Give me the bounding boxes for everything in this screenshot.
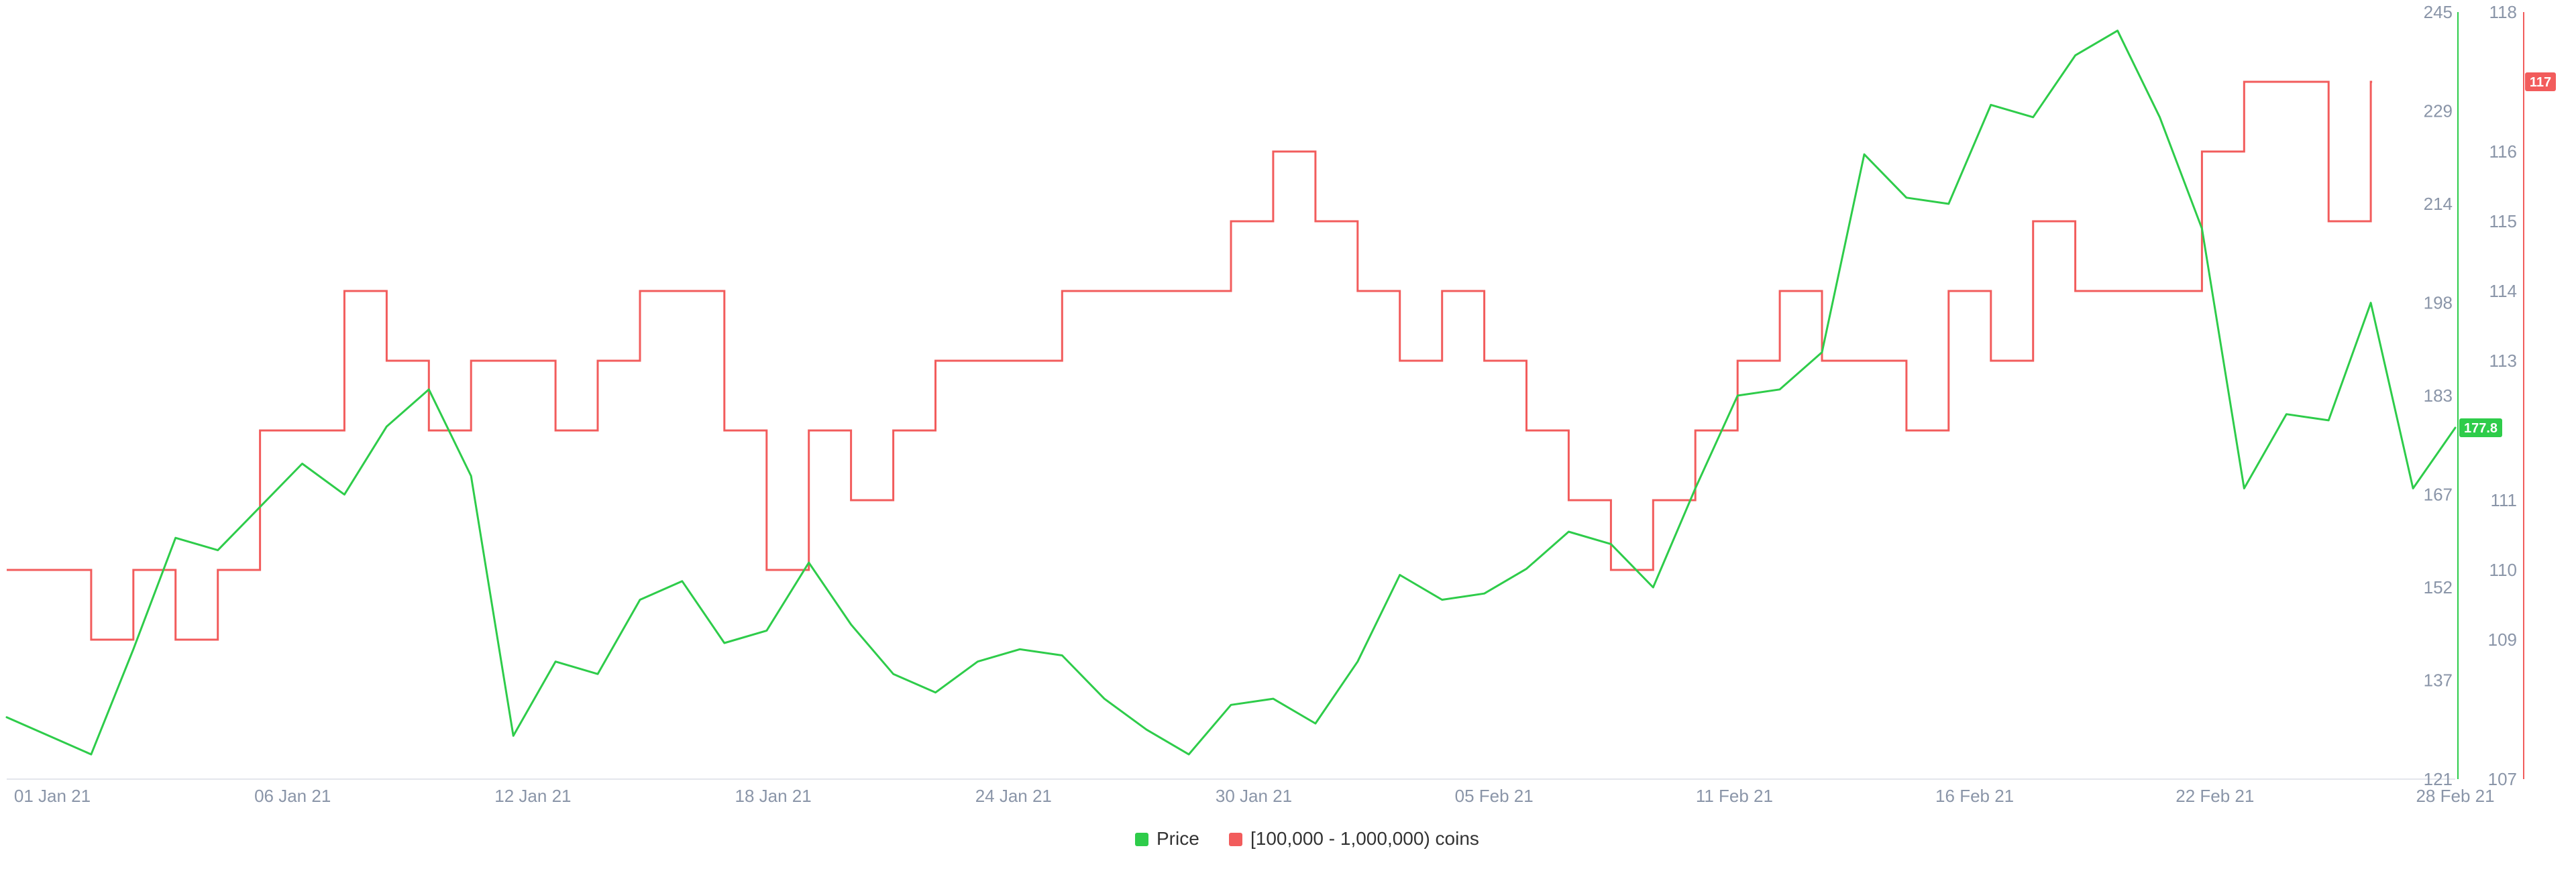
price-last-value-text: 177.8 xyxy=(2464,421,2498,436)
holders-axis-tick-label: 113 xyxy=(2489,351,2517,371)
holders-axis-tick-label: 107 xyxy=(2488,769,2517,789)
x-tick-label: 16 Feb 21 xyxy=(1935,786,2014,806)
price-axis-tick-label: 245 xyxy=(2424,2,2453,22)
x-tick-label: 30 Jan 21 xyxy=(1216,786,1292,806)
holders-axis-tick-label: 111 xyxy=(2490,490,2517,510)
legend[interactable]: Price [100,000 - 1,000,000) coins xyxy=(1135,828,1479,849)
x-tick-label: 18 Jan 21 xyxy=(735,786,811,806)
series-layer xyxy=(5,30,2457,756)
price-axis-tick-label: 183 xyxy=(2424,386,2453,406)
price-axis-tick-label: 229 xyxy=(2424,101,2453,121)
last-value-badges: 177.8 117 xyxy=(2459,72,2556,437)
legend-item-holders[interactable]: [100,000 - 1,000,000) coins xyxy=(1229,828,1479,849)
holders-last-value-badge xyxy=(2525,72,2556,91)
legend-label: [100,000 - 1,000,000) coins xyxy=(1250,828,1479,849)
price-axis-tick-label: 121 xyxy=(2424,769,2453,789)
legend-item-price[interactable]: Price xyxy=(1135,828,1199,849)
x-tick-label: 05 Feb 21 xyxy=(1455,786,1534,806)
x-tick-label: 11 Feb 21 xyxy=(1696,786,1773,806)
holders-axis-tick-label: 115 xyxy=(2489,211,2517,231)
holders-last-value-text: 117 xyxy=(2530,75,2551,90)
price-axis-tick-label: 198 xyxy=(2424,293,2453,313)
x-tick-label: 06 Jan 21 xyxy=(254,786,331,806)
holders-axis-tick-label: 114 xyxy=(2489,281,2517,301)
x-tick-label: 24 Jan 21 xyxy=(975,786,1052,806)
legend-label: Price xyxy=(1157,828,1199,849)
holders-axis-tick-label: 109 xyxy=(2488,630,2517,650)
x-tick-label: 01 Jan 21 xyxy=(14,786,91,806)
holders-axis-tick-label: 118 xyxy=(2489,2,2517,22)
price-series-line xyxy=(5,30,2457,756)
price-axis-tick-label: 137 xyxy=(2424,670,2453,690)
holders-series-line xyxy=(7,80,2373,641)
legend-swatch xyxy=(1135,833,1148,846)
price-last-value-badge xyxy=(2459,418,2502,437)
holders-axis-tick-label: 110 xyxy=(2489,560,2517,580)
x-tick-label: 22 Feb 21 xyxy=(2176,786,2254,806)
price-axis-tick-label: 167 xyxy=(2424,485,2453,505)
axes-layer: 01 Jan 21 06 Jan 21 12 Jan 21 18 Jan 21 24 J… xyxy=(7,2,2524,806)
x-tick-label: 28 Feb 21 xyxy=(2416,786,2494,806)
price-axis-tick-label: 152 xyxy=(2424,577,2453,597)
legend-swatch xyxy=(1229,833,1242,846)
x-tick-label: 12 Jan 21 xyxy=(494,786,571,806)
holders-axis-tick-label: 116 xyxy=(2489,141,2517,162)
price-axis-tick-label: 214 xyxy=(2424,194,2453,214)
